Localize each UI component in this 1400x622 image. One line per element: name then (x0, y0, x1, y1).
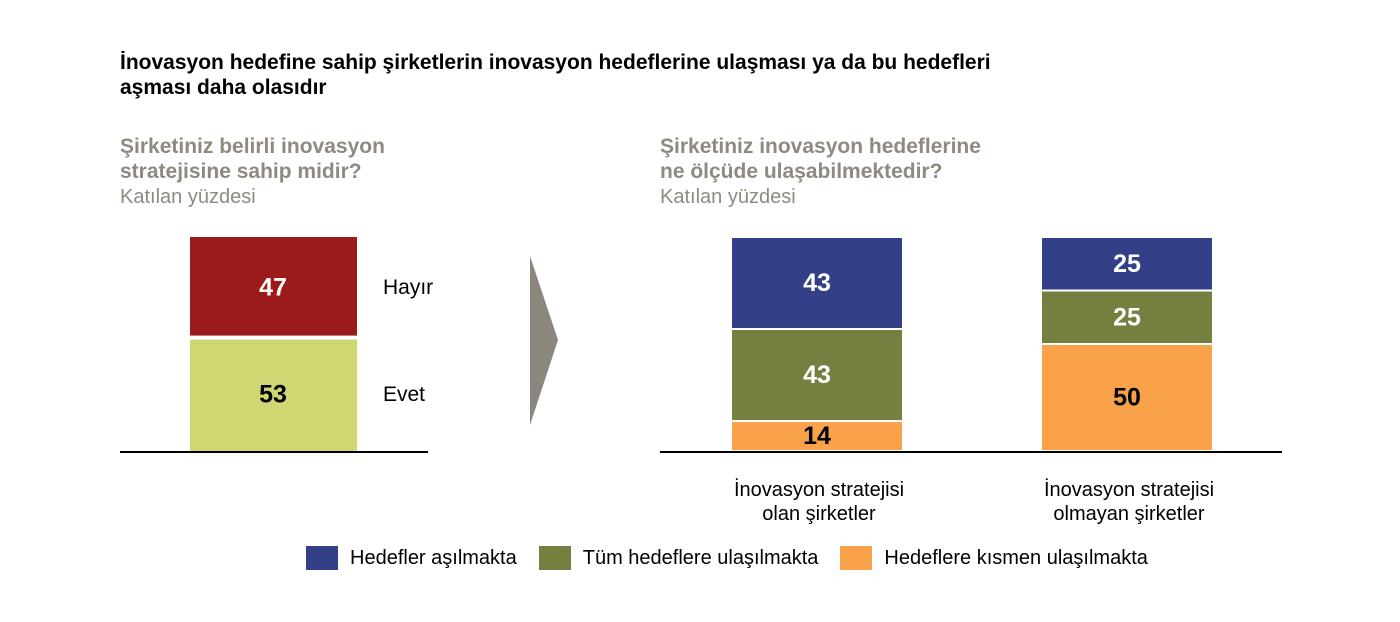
arrow-shape (530, 256, 558, 425)
bar-value-kismen-2: 50 (1113, 384, 1141, 412)
bar-segment-asilmakta-1 (732, 238, 902, 329)
bar-segment-hayir (190, 237, 357, 336)
bar-segment-kismen-1 (732, 422, 902, 450)
bar-value-evet: 53 (259, 380, 287, 408)
right-unit-label: Katılan yüzdesi (660, 186, 796, 208)
right-subtitle: Şirketiniz inovasyon hedeflerine ne ölçü… (660, 134, 981, 184)
bar-value-asilmakta-2: 25 (1113, 250, 1141, 278)
category-label-1-line2: olan şirketler (762, 503, 876, 525)
legend-swatch-tum (538, 546, 571, 570)
bar-segment-asilmakta-2 (1042, 238, 1212, 290)
legend-item-asilmakta: Hedefler aşılmakta (306, 546, 517, 570)
legend-swatch-asilmakta (306, 546, 338, 570)
legend-label-kismen: Hedeflere kısmen ulaşılmakta (884, 546, 1148, 569)
series-label-hayir: Hayır (383, 276, 433, 299)
bar-segment-evet (190, 339, 357, 451)
left-subtitle-line1: Şirketiniz belirli inovasyon (120, 135, 385, 158)
bar-value-hayir: 47 (259, 273, 287, 301)
left-subtitle: Şirketiniz belirli inovasyon stratejisin… (120, 134, 385, 184)
bar-value-kismen-1: 14 (803, 422, 831, 450)
legend-label-tum: Tüm hedeflere ulaşılmakta (582, 546, 819, 569)
legend-item-tum: Tüm hedeflere ulaşılmakta (538, 546, 819, 570)
bar-segment-tum-1 (732, 330, 902, 421)
right-subtitle-line1: Şirketiniz inovasyon hedeflerine (660, 135, 981, 158)
category-label-1-line1: İnovasyon stratejisi (734, 478, 904, 501)
left-subtitle-line2: stratejisine sahip midir? (120, 160, 362, 183)
legend-label-asilmakta: Hedefler aşılmakta (350, 546, 517, 569)
category-label-2-line1: İnovasyon stratejisi (1044, 478, 1214, 501)
category-label-2-line2: olmayan şirketler (1053, 503, 1205, 525)
legend: Hedefler aşılmakta Tüm hedeflere ulaşılm… (306, 544, 1170, 572)
series-label-evet: Evet (383, 383, 425, 406)
legend-swatch-kismen (840, 546, 873, 570)
left-unit-label: Katılan yüzdesi (120, 186, 256, 208)
right-subtitle-line2: ne ölçüde ulaşabilmektedir? (660, 160, 943, 183)
bar-value-tum-1: 43 (803, 361, 831, 389)
bar-segment-kismen-2 (1042, 345, 1212, 450)
bar-value-asilmakta-1: 43 (803, 269, 831, 297)
chart-title: İnovasyon hedefine sahip şirketlerin ino… (120, 51, 991, 99)
bar-segment-tum-2 (1042, 291, 1212, 343)
legend-item-kismen: Hedeflere kısmen ulaşılmakta (840, 546, 1148, 570)
bar-value-tum-2: 25 (1113, 303, 1141, 331)
